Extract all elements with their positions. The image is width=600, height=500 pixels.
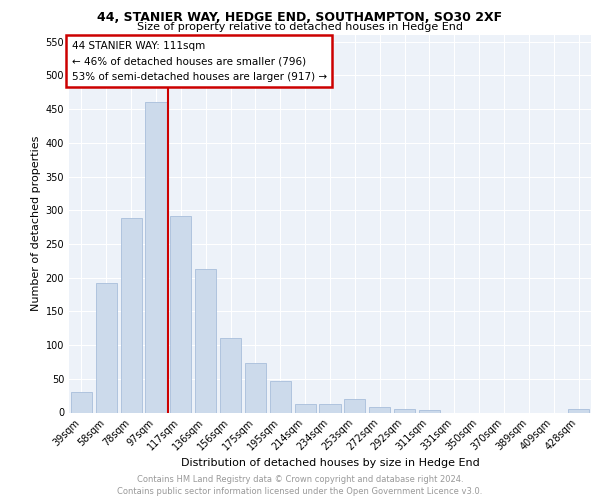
Bar [419, 410, 440, 412]
Bar [295, 404, 316, 412]
Bar [121, 218, 142, 412]
Text: 44 STANIER WAY: 111sqm
← 46% of detached houses are smaller (796)
53% of semi-de: 44 STANIER WAY: 111sqm ← 46% of detached… [71, 40, 327, 82]
Text: Size of property relative to detached houses in Hedge End: Size of property relative to detached ho… [137, 22, 463, 32]
Bar [394, 409, 415, 412]
Bar [245, 364, 266, 412]
X-axis label: Distribution of detached houses by size in Hedge End: Distribution of detached houses by size … [181, 458, 479, 468]
Bar [195, 269, 216, 412]
Bar [170, 216, 191, 412]
Bar [220, 338, 241, 412]
Bar [71, 392, 92, 412]
Bar [145, 102, 167, 412]
Bar [568, 409, 589, 412]
Bar [344, 399, 365, 412]
Bar [96, 283, 117, 412]
Y-axis label: Number of detached properties: Number of detached properties [31, 136, 41, 312]
Bar [270, 382, 291, 412]
Bar [319, 404, 341, 412]
Text: 44, STANIER WAY, HEDGE END, SOUTHAMPTON, SO30 2XF: 44, STANIER WAY, HEDGE END, SOUTHAMPTON,… [97, 11, 503, 24]
Text: Contains HM Land Registry data © Crown copyright and database right 2024.
Contai: Contains HM Land Registry data © Crown c… [118, 474, 482, 496]
Bar [369, 407, 390, 412]
